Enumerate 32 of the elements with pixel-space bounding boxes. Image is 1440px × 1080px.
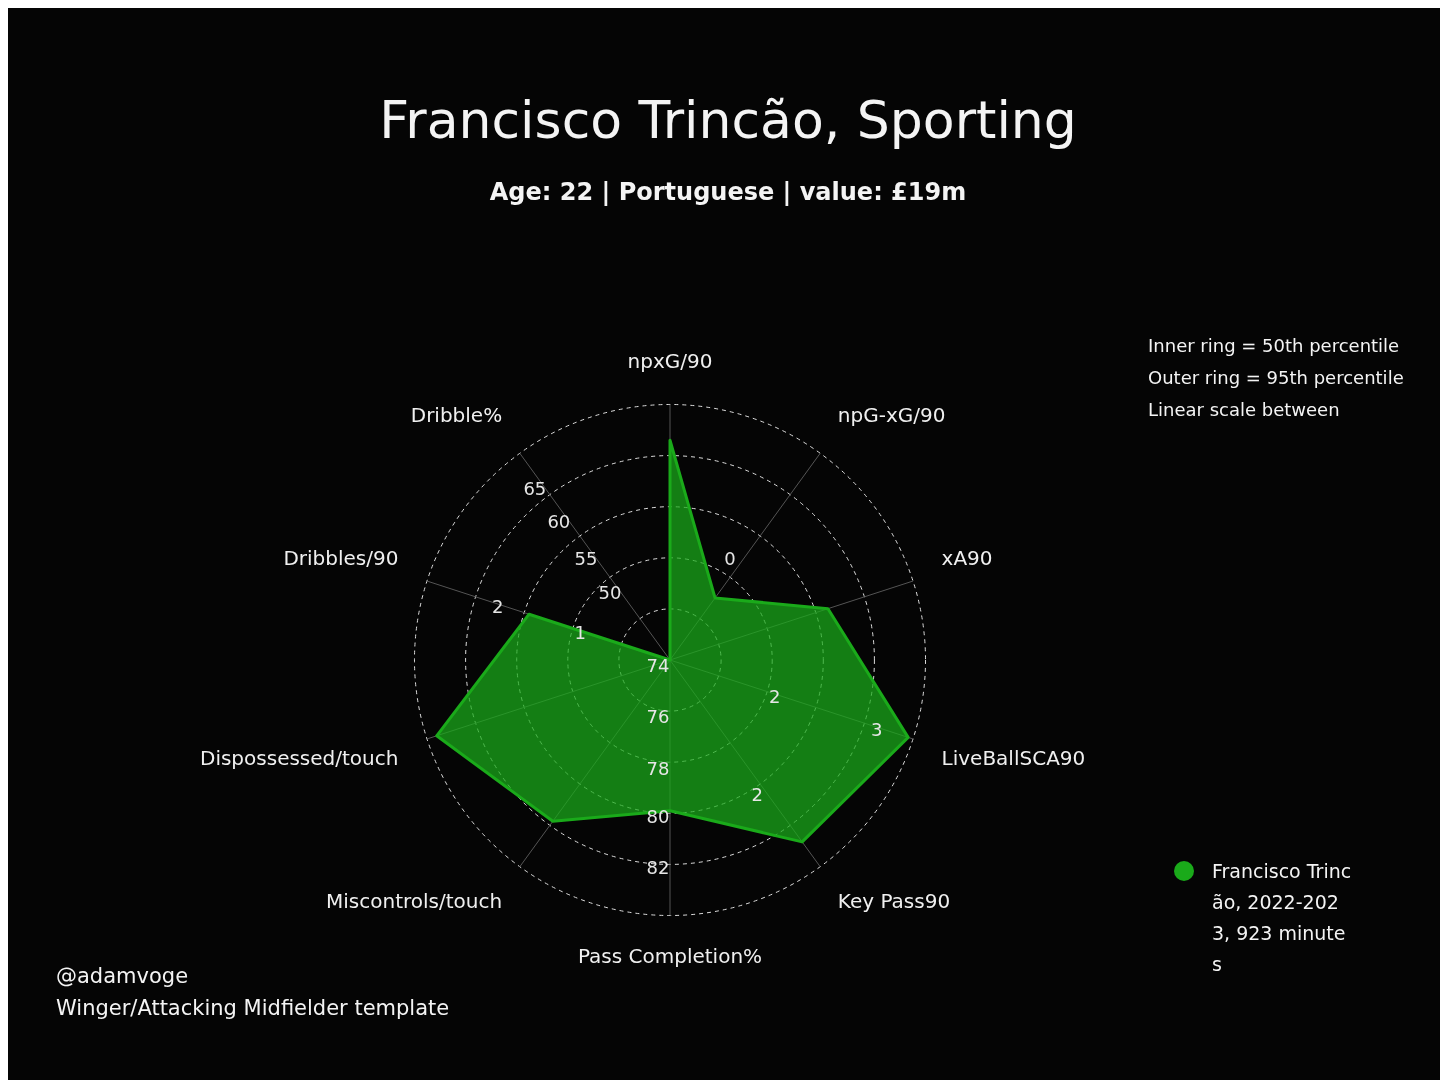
text: 65 — [523, 478, 547, 500]
text: 76 — [646, 706, 670, 728]
spoke-label: xA90 — [941, 545, 993, 570]
text: 2 — [491, 595, 504, 617]
text: 50 — [598, 581, 622, 603]
text: 0 — [724, 548, 736, 570]
text: 3 — [870, 718, 883, 740]
spoke-label: LiveBallSCA90 — [941, 746, 1086, 771]
text: 60 — [547, 511, 571, 533]
chart-title: Francisco Trincão, Sporting — [378, 90, 1078, 150]
spoke-label: npxG/90 — [627, 348, 713, 373]
text: Winger/Attacking Midfielder template — [56, 995, 450, 1022]
text: 1 — [574, 622, 586, 644]
spoke-label: Dispossessed/touch — [199, 746, 399, 771]
text: 82 — [646, 857, 670, 879]
text: Outer ring = 95th percentile — [1148, 366, 1404, 390]
text: Linear scale between — [1148, 398, 1341, 422]
text: 55 — [574, 548, 598, 570]
legend-label: Francisco Trincão, 2022-2023, 923 minutes — [1212, 859, 1352, 977]
spoke-label: Miscontrols/touch — [326, 889, 503, 914]
spoke-label: Pass Completion% — [577, 943, 763, 968]
text: @adamvoge — [56, 963, 190, 990]
text: Inner ring = 50th percentile — [1148, 334, 1401, 358]
spoke-label: Dribble% — [410, 403, 503, 428]
spoke-label: Dribbles/90 — [283, 545, 399, 570]
text: 74 — [646, 655, 670, 677]
text: 78 — [646, 757, 670, 779]
spoke-label: npG-xG/90 — [837, 403, 946, 428]
chart-subtitle: Age: 22 | Portuguese | value: £19m — [488, 178, 968, 206]
text: 2 — [751, 784, 763, 806]
text: 2 — [768, 685, 781, 707]
spoke-label: Key Pass90 — [837, 889, 951, 914]
